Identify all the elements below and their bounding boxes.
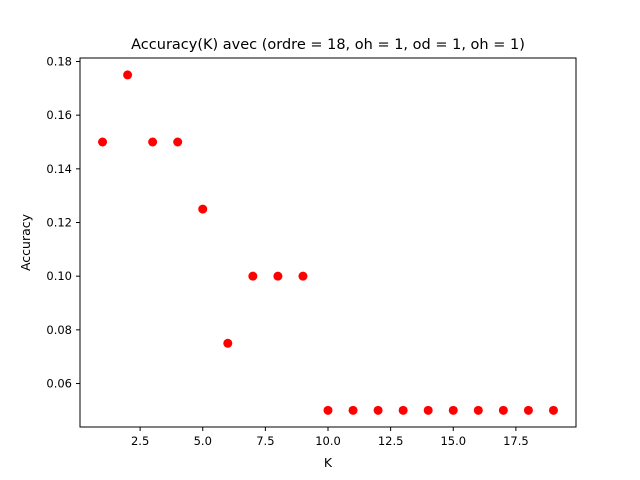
data-point: [148, 137, 158, 147]
x-tick-label: 7.5: [256, 434, 274, 448]
data-point: [248, 271, 258, 281]
y-tick-label: 0.16: [46, 108, 72, 122]
data-point: [98, 137, 108, 147]
y-tick-label: 0.12: [46, 216, 72, 230]
x-tick-label: 10.0: [315, 434, 341, 448]
y-tick-label: 0.14: [46, 162, 72, 176]
x-axis-label: K: [324, 455, 333, 470]
x-tick-label: 12.5: [378, 434, 404, 448]
data-point: [423, 405, 433, 415]
plot-area: [80, 58, 576, 427]
data-point: [348, 405, 358, 415]
data-points: [98, 70, 558, 415]
data-point: [373, 405, 383, 415]
x-axis-ticks: 2.5 5.0 7.5 10.0 12.5 15.0 17.5: [131, 427, 529, 448]
data-point: [173, 137, 183, 147]
data-point: [123, 70, 133, 80]
y-tick-label: 0.10: [46, 269, 72, 283]
plot-frame: [79, 57, 577, 428]
data-point: [523, 405, 533, 415]
data-point: [473, 405, 483, 415]
data-point: [548, 405, 558, 415]
data-point: [298, 271, 308, 281]
data-point: [223, 338, 233, 348]
data-point: [323, 405, 333, 415]
x-tick-label: 15.0: [440, 434, 466, 448]
data-point: [448, 405, 458, 415]
data-point: [198, 204, 208, 214]
y-tick-label: 0.08: [46, 323, 72, 337]
x-tick-label: 2.5: [131, 434, 149, 448]
x-tick-label: 17.5: [503, 434, 529, 448]
data-point: [498, 405, 508, 415]
y-tick-label: 0.06: [46, 377, 72, 391]
y-axis-label: Accuracy: [18, 213, 33, 271]
x-tick-label: 5.0: [194, 434, 212, 448]
y-axis-ticks: 0.06 0.08 0.10 0.12 0.14 0.16 0.18: [46, 54, 80, 391]
data-point: [398, 405, 408, 415]
data-point: [273, 271, 283, 281]
chart-title: Accuracy(K) avec (ordre = 18, oh = 1, od…: [131, 37, 525, 53]
y-tick-label: 0.18: [46, 54, 72, 68]
